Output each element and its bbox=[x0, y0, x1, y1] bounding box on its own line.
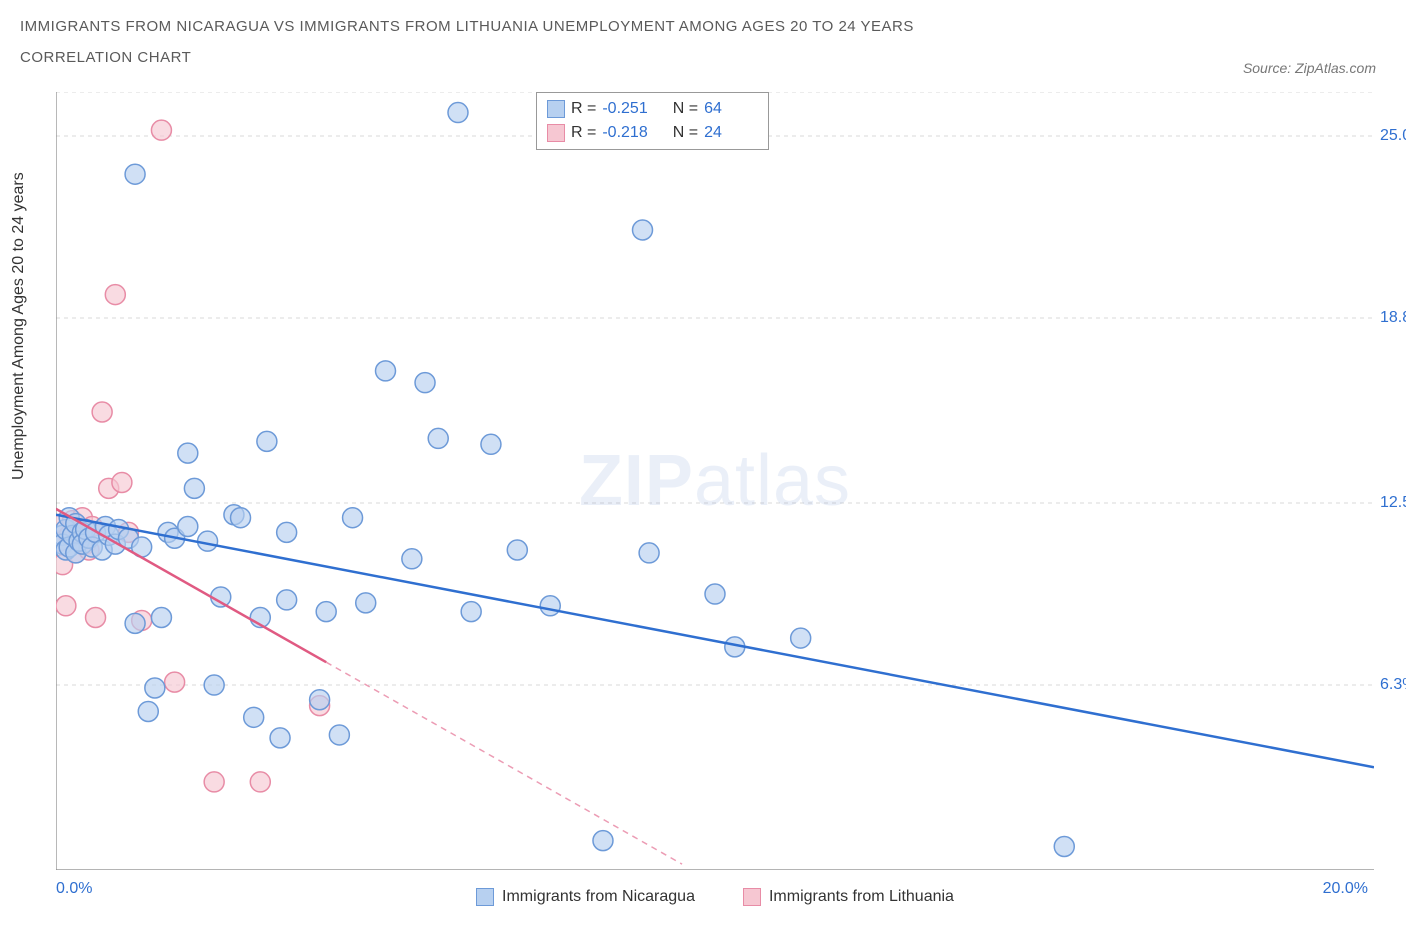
r-value-lithuania: -0.218 bbox=[602, 121, 656, 145]
swatch-lithuania bbox=[547, 124, 565, 142]
y-axis-label: Unemployment Among Ages 20 to 24 years bbox=[10, 172, 28, 480]
title-line-1: IMMIGRANTS FROM NICARAGUA VS IMMIGRANTS … bbox=[20, 18, 1406, 35]
r-label: R = bbox=[571, 97, 596, 121]
swatch-lithuania-icon bbox=[743, 888, 761, 906]
y-tick-label: 12.5% bbox=[1380, 494, 1406, 512]
plot-svg bbox=[56, 92, 1374, 870]
n-label: N = bbox=[673, 97, 698, 121]
r-label: R = bbox=[571, 121, 596, 145]
swatch-nicaragua-icon bbox=[476, 888, 494, 906]
legend-row-lithuania: R = -0.218 N = 24 bbox=[547, 121, 758, 145]
n-value-lithuania: 24 bbox=[704, 121, 758, 145]
source-attribution: Source: ZipAtlas.com bbox=[1243, 60, 1376, 76]
title-line-2: CORRELATION CHART bbox=[20, 49, 1406, 66]
y-tick-label: 6.3% bbox=[1380, 676, 1406, 694]
y-tick-label: 18.8% bbox=[1380, 309, 1406, 327]
swatch-nicaragua bbox=[547, 100, 565, 118]
correlation-legend: R = -0.251 N = 64 R = -0.218 N = 24 bbox=[536, 92, 769, 150]
series-legend: Immigrants from Nicaragua Immigrants fro… bbox=[56, 888, 1374, 906]
r-value-nicaragua: -0.251 bbox=[602, 97, 656, 121]
legend-item-lithuania: Immigrants from Lithuania bbox=[743, 888, 954, 906]
legend-row-nicaragua: R = -0.251 N = 64 bbox=[547, 97, 758, 121]
scatter-chart: ZIPatlas R = -0.251 N = 64 R = -0.218 N … bbox=[56, 92, 1374, 870]
n-label: N = bbox=[673, 121, 698, 145]
legend-label-nicaragua: Immigrants from Nicaragua bbox=[502, 888, 695, 906]
y-tick-label: 25.0% bbox=[1380, 127, 1406, 145]
n-value-nicaragua: 64 bbox=[704, 97, 758, 121]
legend-label-lithuania: Immigrants from Lithuania bbox=[769, 888, 954, 906]
legend-item-nicaragua: Immigrants from Nicaragua bbox=[476, 888, 695, 906]
chart-title: IMMIGRANTS FROM NICARAGUA VS IMMIGRANTS … bbox=[0, 0, 1406, 66]
